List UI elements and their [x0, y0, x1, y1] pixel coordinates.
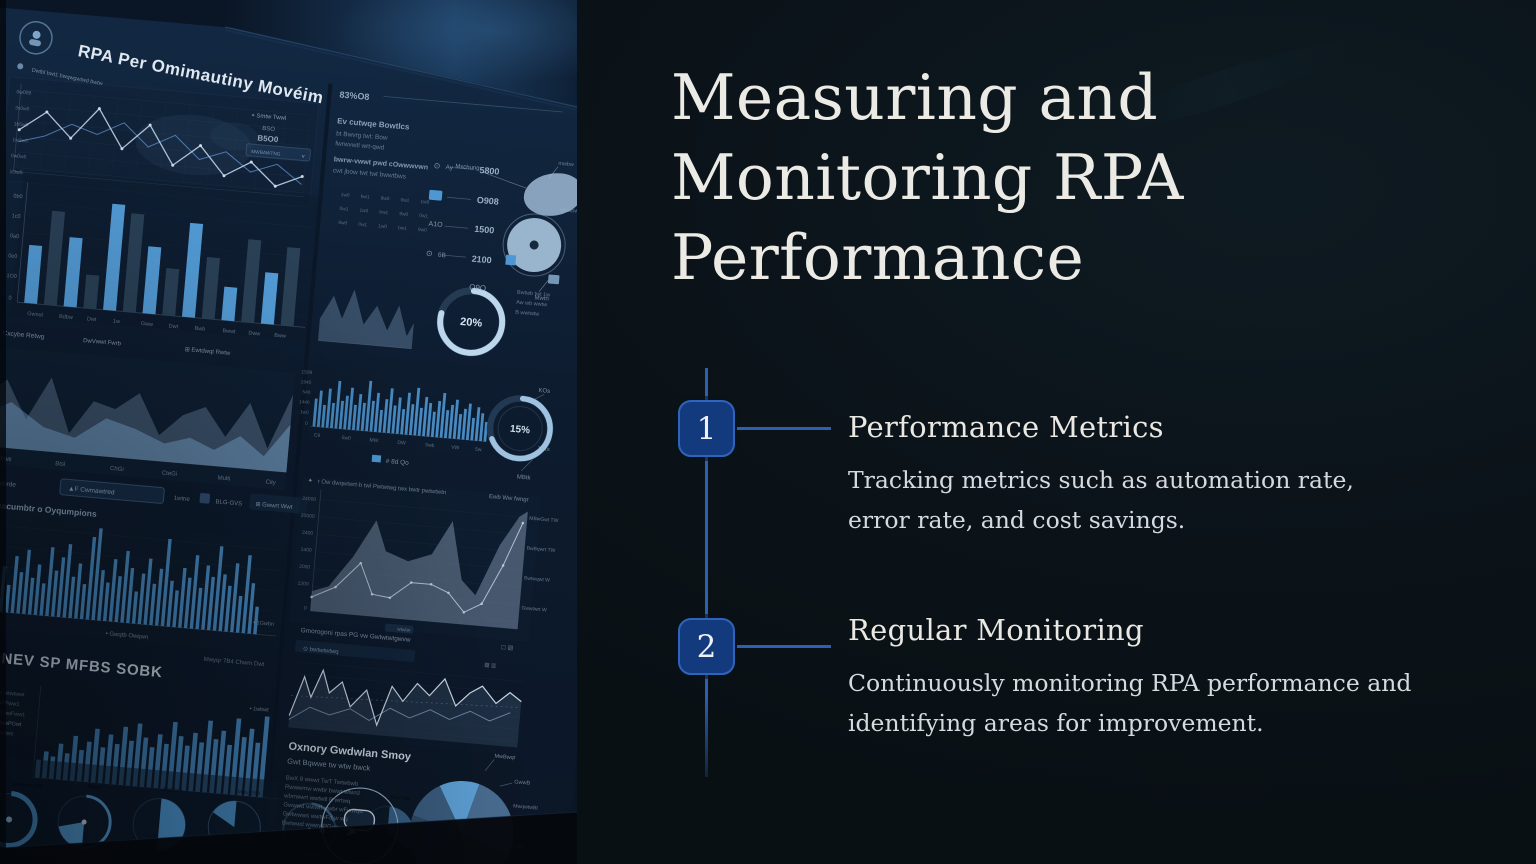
- content-panel: Measuring and Monitoring RPA Performance…: [577, 0, 1536, 864]
- title-line-1: Measuring and: [671, 61, 1159, 134]
- timeline-line: [705, 368, 708, 777]
- step-1-item: Performance Metrics Tracking metrics suc…: [848, 410, 1354, 540]
- step-1-badge: 1: [678, 400, 735, 457]
- step-2-number: 2: [696, 628, 717, 665]
- title-line-2: Monitoring RPA: [671, 141, 1184, 214]
- step-2-connector: [737, 645, 831, 648]
- page-title: Measuring and Monitoring RPA Performance: [671, 58, 1184, 298]
- step-2-item: Regular Monitoring Continuously monitori…: [848, 613, 1411, 743]
- step-2-badge: 2: [678, 618, 735, 675]
- step-2-heading: Regular Monitoring: [848, 613, 1144, 647]
- step-1-heading: Performance Metrics: [848, 410, 1164, 444]
- vignette: [0, 0, 577, 864]
- step-1-body: Tracking metrics such as automation rate…: [848, 466, 1354, 534]
- step-1-connector: [737, 427, 831, 430]
- dashboard-illustration: RPA Per Omimautiny Movéim Dwtbl bwt1 bwq…: [0, 0, 577, 864]
- step-1-number: 1: [696, 410, 717, 447]
- title-line-3: Performance: [671, 221, 1085, 294]
- step-2-body: Continuously monitoring RPA performance …: [848, 669, 1412, 737]
- dashboard-image: RPA Per Omimautiny Movéim Dwtbl bwt1 bwq…: [0, 0, 577, 864]
